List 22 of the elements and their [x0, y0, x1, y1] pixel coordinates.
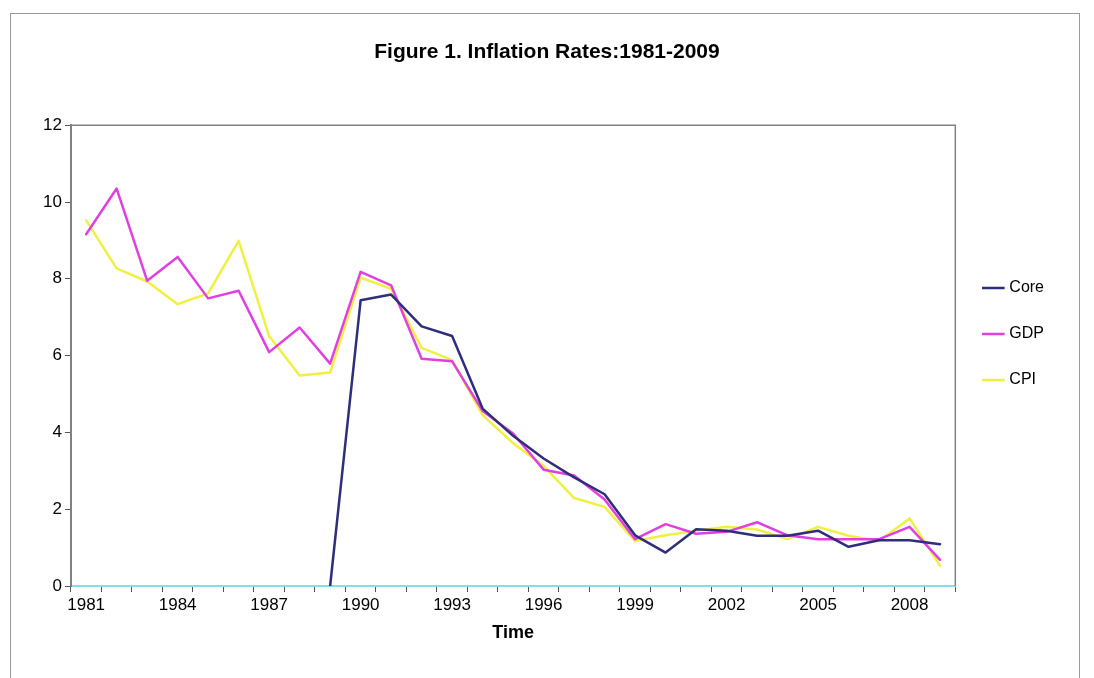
x-tick-label: 1999 — [616, 594, 655, 614]
y-tick-label: 4 — [52, 422, 62, 442]
x-tick-label: 1990 — [341, 594, 380, 614]
legend-label: CPI — [1009, 370, 1036, 388]
x-tick-label: 1984 — [158, 594, 197, 614]
y-tick-label: 0 — [52, 575, 62, 595]
legend-label: GDP — [1009, 324, 1044, 342]
x-axis-title: Time — [492, 622, 534, 643]
y-tick-label: 8 — [52, 268, 62, 288]
legend-label: Core — [1009, 278, 1045, 296]
x-tick-label: 2005 — [799, 594, 837, 614]
y-tick-label: 2 — [52, 498, 62, 518]
x-tick-label: 1993 — [433, 594, 472, 614]
x-tick-label: 1996 — [524, 594, 563, 614]
x-tick-label: 2002 — [707, 594, 746, 614]
x-tick-label: 1987 — [250, 594, 289, 614]
y-tick-label: 6 — [52, 345, 62, 365]
x-tick-label: 2008 — [890, 594, 929, 614]
x-tick-label: 1981 — [67, 594, 106, 614]
y-tick-label: 12 — [42, 114, 62, 134]
y-tick-label: 10 — [42, 191, 62, 211]
chart-title: Figure 1. Inflation Rates:1981-2009 — [374, 39, 720, 63]
